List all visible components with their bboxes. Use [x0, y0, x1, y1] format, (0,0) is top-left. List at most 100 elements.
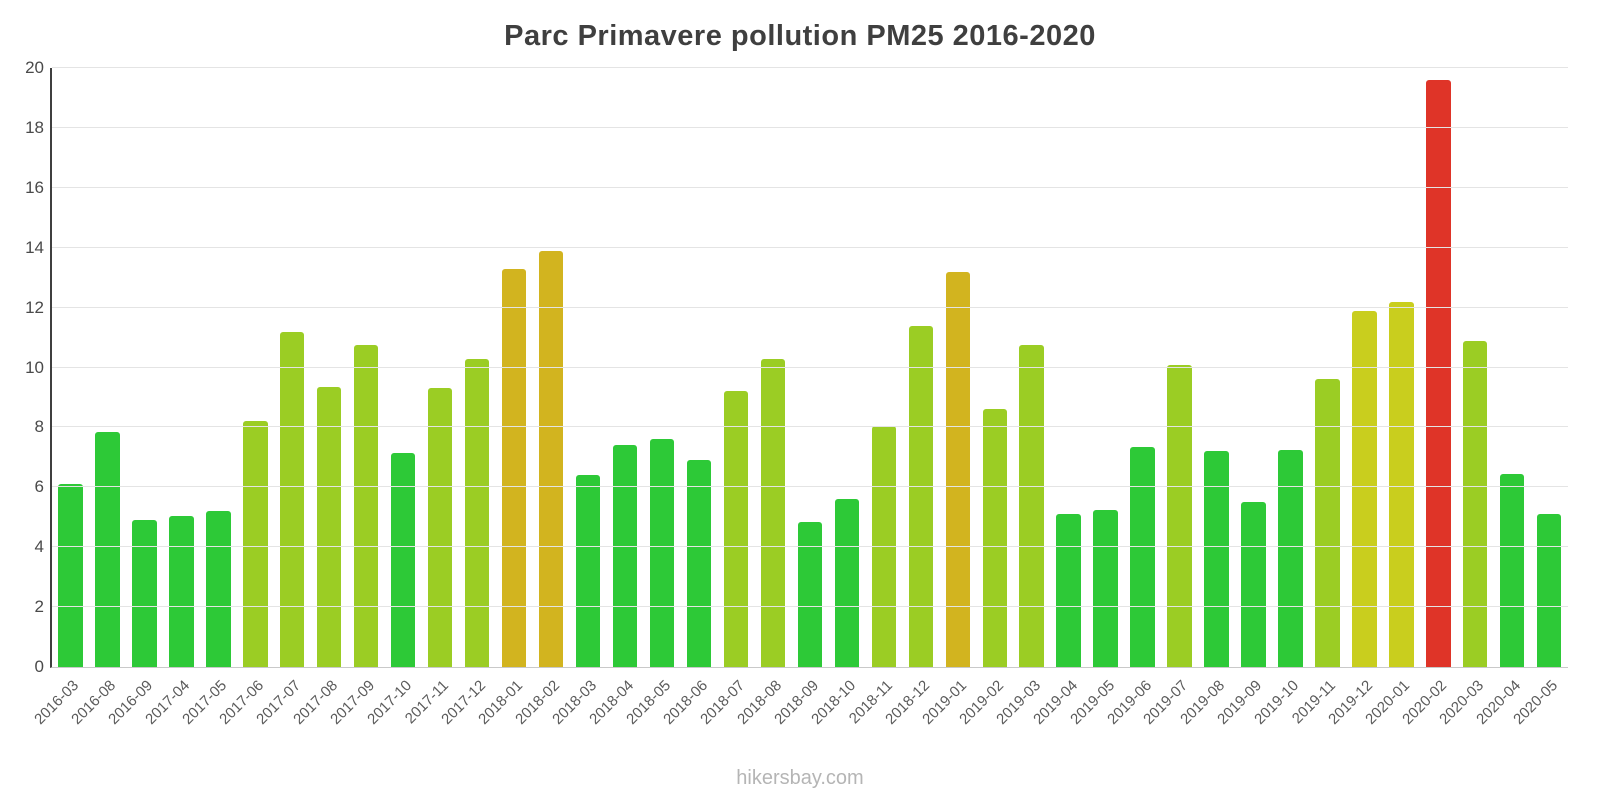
- y-axis-tick-label: 6: [34, 477, 44, 497]
- y-axis-tick-label: 20: [25, 58, 44, 77]
- gridline: 10: [25, 358, 1568, 377]
- bar-slot: 2019-07: [1141, 68, 1198, 728]
- bar-slot: 2019-12: [1325, 68, 1383, 728]
- bar: [945, 271, 970, 667]
- gridline: 8: [35, 417, 1568, 436]
- bar-slot: 2017-05: [179, 68, 237, 728]
- bar-slot: 2018-08: [734, 68, 791, 728]
- bar-slot: 2019-05: [1067, 68, 1124, 728]
- bar: [834, 499, 860, 667]
- bar-slot: 2019-02: [956, 68, 1013, 728]
- bar: [1315, 379, 1340, 667]
- bar: [1130, 446, 1155, 667]
- bar-slot: 2017-09: [327, 68, 385, 728]
- y-axis-tick-label: 18: [25, 117, 44, 137]
- bar: [649, 439, 675, 667]
- bar-slot: 2017-08: [290, 68, 348, 728]
- bar: [206, 511, 231, 667]
- bar: [723, 391, 749, 667]
- bar-slot: 2018-02: [512, 68, 570, 728]
- plot-area: 2016-03 2016-08 2016-09 2017-04 2017-05 2017-…: [25, 58, 1568, 728]
- bar: [169, 515, 194, 667]
- bar-slot: 2016-03: [32, 68, 89, 728]
- bar-slot: 2019-08: [1178, 68, 1235, 728]
- bar-slot: 2016-08: [69, 68, 126, 728]
- bar-slot: 2018-01: [475, 68, 533, 728]
- bar: [1426, 79, 1451, 667]
- bar-slot: 2017-06: [216, 68, 274, 728]
- bar: [1167, 364, 1192, 667]
- bar-slot: 2017-04: [142, 68, 200, 728]
- bar: [1019, 345, 1044, 667]
- y-axis-tick-label: 14: [25, 237, 44, 257]
- bar-slot: 2018-11: [846, 68, 902, 727]
- bar: [95, 431, 120, 667]
- bar-slot: 2020-04: [1473, 68, 1531, 728]
- bar: [1056, 514, 1081, 667]
- bar: [1352, 310, 1377, 667]
- bar-slot: 2018-07: [697, 68, 754, 728]
- gridline: 6: [35, 477, 1568, 496]
- y-axis-tick-label: 10: [25, 357, 44, 377]
- y-axis-tick-label: 2: [34, 597, 44, 617]
- bar-slot: 2017-12: [438, 68, 496, 728]
- bar-slot: 2018-03: [549, 68, 607, 728]
- gridline: 12: [25, 298, 1568, 317]
- bar-slot: 2017-07: [253, 68, 311, 728]
- y-axis-tick-label: 4: [34, 537, 44, 557]
- bar: [1500, 473, 1525, 667]
- bar: [132, 520, 157, 667]
- bar-slot: 2018-10: [808, 68, 865, 728]
- bar: [797, 521, 823, 667]
- gridline: 18: [25, 118, 1568, 137]
- bar-slot: 2018-09: [771, 68, 828, 728]
- bar: [427, 388, 453, 667]
- bar: [464, 358, 490, 667]
- plot-wrap: 2016-03 2016-08 2016-09 2017-04 2017-05 2017-…: [25, 58, 1568, 728]
- bar: [1278, 449, 1303, 667]
- y-axis-tick-label: 16: [25, 177, 44, 197]
- bar: [280, 331, 305, 667]
- gridline: 20: [25, 58, 1568, 77]
- bar-slot: 2016-09: [105, 68, 163, 728]
- bar-slot: 2019-06: [1104, 68, 1161, 728]
- bar-slot: 2017-11: [402, 68, 459, 727]
- bar: [58, 484, 83, 667]
- bar: [612, 445, 638, 667]
- bar: [1093, 509, 1118, 667]
- bar: [243, 421, 268, 667]
- bar: [686, 460, 712, 667]
- bar: [317, 386, 342, 667]
- y-axis-tick-label: 0: [34, 657, 44, 676]
- bar: [982, 409, 1007, 667]
- bar: [538, 250, 564, 667]
- bar-slot: 2019-03: [993, 68, 1050, 728]
- bar: [1241, 502, 1266, 667]
- bar-slot: 2019-04: [1030, 68, 1087, 728]
- bar-slot: 2020-01: [1362, 68, 1420, 728]
- bar-slot: 2019-01: [919, 68, 976, 728]
- bar-slot: 2018-05: [623, 68, 681, 728]
- bar-slot: 2017-10: [364, 68, 422, 728]
- bar-slot: 2019-11: [1289, 68, 1346, 727]
- bar: [391, 452, 416, 667]
- chart-title: Parc Primavere pollution PM25 2016-2020: [504, 20, 1096, 52]
- watermark-text: hikersbay.com: [736, 767, 864, 789]
- bar-slot: 2018-06: [660, 68, 717, 728]
- bar: [1537, 514, 1562, 667]
- bar-slot: 2019-09: [1215, 68, 1272, 728]
- bar: [1463, 340, 1488, 667]
- bars-container: 2016-03 2016-08 2016-09 2017-04 2017-05 2017-…: [32, 68, 1568, 728]
- bar: [354, 345, 379, 667]
- gridline: 16: [25, 178, 1568, 197]
- bar-slot: 2020-02: [1399, 68, 1457, 728]
- bar: [908, 325, 933, 667]
- bar-slot: 2018-04: [586, 68, 644, 728]
- y-axis-tick-label: 8: [34, 417, 44, 437]
- bar: [501, 268, 527, 667]
- y-axis-tick-label: 12: [25, 297, 44, 317]
- bar: [760, 358, 786, 667]
- bar: [575, 475, 601, 667]
- bar-slot: 2018-12: [882, 68, 939, 728]
